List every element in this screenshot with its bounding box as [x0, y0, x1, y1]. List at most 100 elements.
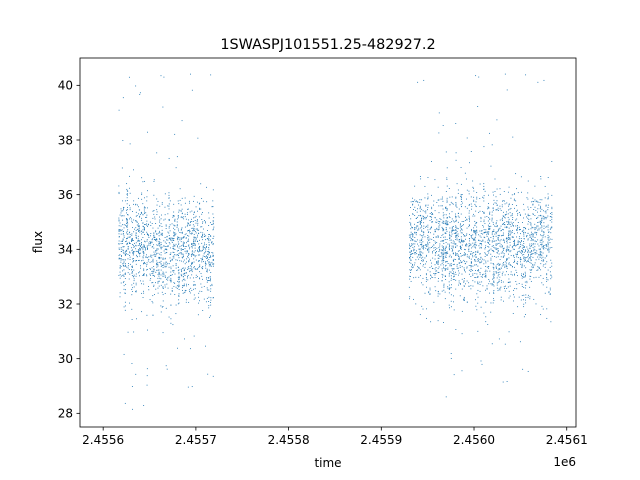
data-point [126, 226, 128, 228]
data-point [157, 274, 159, 276]
data-point [491, 220, 493, 222]
data-point [501, 218, 503, 220]
data-point [152, 238, 154, 240]
data-point [496, 252, 498, 254]
data-point [538, 204, 540, 206]
data-point [440, 252, 442, 254]
data-point [189, 265, 191, 267]
data-point [202, 232, 204, 234]
data-point [438, 212, 440, 214]
data-point [152, 246, 154, 247]
data-point [468, 265, 470, 266]
data-point [521, 266, 523, 268]
data-point [488, 207, 490, 209]
data-point [146, 196, 148, 198]
data-point [455, 244, 457, 246]
data-point [157, 227, 159, 229]
data-point [146, 249, 148, 250]
data-point [452, 260, 454, 261]
data-point [184, 202, 186, 204]
data-point [461, 240, 463, 242]
data-point [172, 324, 174, 326]
data-point [479, 262, 481, 264]
data-point [540, 314, 542, 316]
data-point [175, 167, 177, 169]
data-point [160, 247, 162, 249]
data-point [551, 265, 553, 267]
data-point [435, 290, 437, 292]
data-point [427, 238, 429, 240]
data-point [201, 213, 203, 215]
data-point [177, 303, 179, 305]
data-point [508, 230, 510, 232]
data-point [445, 206, 447, 208]
data-point [191, 243, 193, 244]
data-point [212, 189, 214, 191]
data-point [129, 302, 130, 304]
data-point [466, 280, 468, 282]
data-point [174, 254, 176, 256]
data-point [512, 224, 513, 226]
data-point [472, 256, 474, 258]
data-point [457, 235, 459, 237]
data-point [207, 253, 208, 255]
data-point [463, 240, 465, 242]
data-point [445, 275, 446, 277]
data-point [154, 294, 155, 295]
data-point [153, 235, 155, 237]
data-point [136, 240, 138, 242]
data-point [171, 258, 173, 260]
data-point [459, 230, 461, 232]
data-point [460, 183, 462, 185]
data-point [452, 203, 454, 205]
data-point [466, 137, 468, 139]
data-point [463, 255, 465, 257]
data-point [485, 262, 487, 264]
data-point [547, 177, 549, 178]
data-point [425, 273, 427, 275]
data-point [473, 187, 474, 189]
data-point [146, 256, 148, 258]
data-point [525, 313, 526, 315]
data-point [212, 237, 214, 239]
data-point [491, 211, 493, 213]
data-point [415, 241, 417, 243]
data-point [416, 200, 417, 202]
data-point [509, 224, 511, 226]
data-point [507, 224, 508, 225]
data-point [124, 272, 126, 274]
data-point [497, 250, 499, 252]
data-point [468, 212, 470, 214]
data-point [143, 240, 145, 242]
data-point [506, 227, 507, 229]
data-point [470, 243, 472, 245]
data-point [441, 245, 443, 247]
data-point [189, 246, 191, 248]
data-point [179, 245, 181, 247]
data-point [159, 239, 161, 241]
data-point [194, 231, 196, 233]
data-point [141, 311, 143, 313]
data-point [208, 247, 210, 248]
data-point [445, 256, 447, 258]
data-point [513, 239, 515, 241]
data-point [183, 246, 184, 247]
data-point [460, 232, 462, 234]
data-point [168, 157, 170, 159]
data-point [446, 216, 448, 218]
data-point [549, 220, 551, 222]
data-point [535, 303, 537, 305]
data-point [516, 254, 518, 256]
data-point [168, 242, 170, 243]
data-point [500, 296, 502, 298]
data-point [417, 208, 418, 210]
data-point [473, 227, 475, 229]
data-point [430, 321, 432, 323]
data-point [182, 257, 183, 259]
data-point [419, 205, 421, 207]
data-point [506, 238, 508, 240]
data-point [205, 267, 207, 269]
data-point [160, 260, 162, 262]
data-point [527, 198, 529, 200]
data-point [169, 247, 171, 249]
